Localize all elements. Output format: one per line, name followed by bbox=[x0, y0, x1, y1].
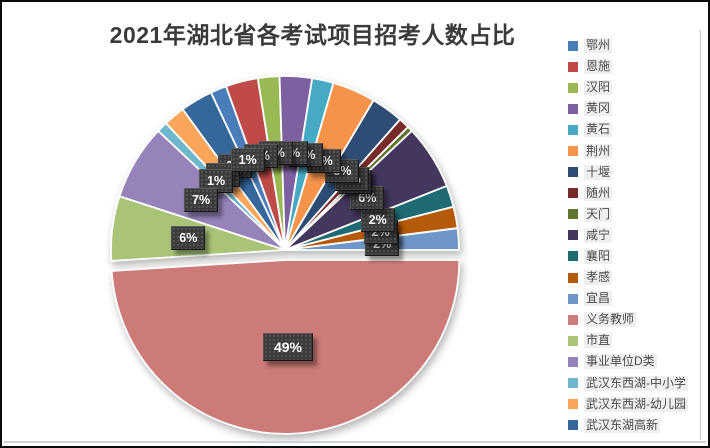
pie-slice-label: 6% bbox=[350, 185, 385, 210]
legend-swatch-icon bbox=[568, 314, 578, 325]
legend-item-label: 鄂州 bbox=[584, 38, 613, 54]
legend-swatch-icon bbox=[568, 103, 578, 114]
legend-swatch-icon bbox=[568, 293, 578, 304]
legend-item[interactable]: 市直 bbox=[568, 330, 706, 351]
legend-item-label: 事业单位D类 bbox=[584, 354, 657, 370]
legend-item[interactable]: 武汉东西湖-中小学 bbox=[568, 373, 706, 394]
pie-slice-label: 2% bbox=[360, 207, 395, 232]
legend-swatch-icon bbox=[568, 420, 578, 431]
legend-swatch-icon bbox=[568, 82, 578, 93]
legend-swatch-icon bbox=[568, 146, 578, 157]
legend-item[interactable]: 鄂州 bbox=[568, 35, 706, 56]
legend-swatch-icon bbox=[568, 378, 578, 389]
legend-swatch-icon bbox=[568, 251, 578, 262]
legend-swatch-icon bbox=[568, 61, 578, 72]
legend-item[interactable]: 事业单位D类 bbox=[568, 351, 706, 372]
legend-swatch-icon bbox=[568, 40, 578, 51]
legend-item-label: 宜昌 bbox=[584, 291, 613, 307]
legend-item-label: 市直 bbox=[584, 333, 613, 349]
legend-item-label: 十堰 bbox=[584, 164, 613, 180]
pie-slice-label: 49% bbox=[262, 333, 314, 361]
legend-swatch-icon bbox=[568, 230, 578, 241]
legend-item-label: 孝感 bbox=[584, 270, 613, 286]
legend-item[interactable]: 咸宁 bbox=[568, 225, 706, 246]
legend-item-label: 恩施 bbox=[584, 59, 613, 75]
pie-plot-area: 鄂州 1%恩施 3%汉阳 1%黄冈 3%黄石 2%荆州 4%十堰 3%随州 1%… bbox=[2, 2, 567, 446]
pie-slice-label: 1% bbox=[230, 148, 265, 172]
legend-swatch-icon bbox=[568, 188, 578, 199]
legend-item-label: 天门 bbox=[584, 206, 613, 222]
pie-chart: 鄂州 1%恩施 3%汉阳 1%黄冈 3%黄石 2%荆州 4%十堰 3%随州 1%… bbox=[110, 75, 461, 435]
legend-item[interactable]: 随州 bbox=[568, 183, 706, 204]
window-edge-bottom bbox=[4, 441, 706, 443]
legend-item[interactable]: 天门 bbox=[568, 204, 706, 225]
legend-item-label: 武汉东湖高新 bbox=[584, 417, 661, 433]
legend-item[interactable]: 恩施 bbox=[568, 56, 706, 77]
legend-swatch-icon bbox=[568, 209, 578, 220]
legend-item[interactable]: 荆州 bbox=[568, 140, 706, 161]
legend-item[interactable]: 宜昌 bbox=[568, 288, 706, 309]
legend-item-label: 黄冈 bbox=[584, 101, 613, 117]
legend-item-label: 襄阳 bbox=[584, 248, 613, 264]
legend-item[interactable]: 十堰 bbox=[568, 162, 706, 183]
legend-item[interactable]: 武汉东湖高新 bbox=[568, 415, 706, 436]
legend-item[interactable]: 黄石 bbox=[568, 119, 706, 140]
legend-item[interactable]: 孝感 bbox=[568, 267, 706, 288]
legend-item[interactable]: 武汉东西湖-幼儿园 bbox=[568, 394, 706, 415]
legend-swatch-icon bbox=[568, 124, 578, 135]
legend-swatch-icon bbox=[568, 167, 578, 178]
window-edge-right bbox=[700, 30, 701, 440]
legend-item-label: 随州 bbox=[584, 185, 613, 201]
legend-item-label: 义务教师 bbox=[584, 312, 637, 328]
legend-item[interactable]: 义务教师 bbox=[568, 309, 706, 330]
legend-item-label: 武汉东西湖-幼儿园 bbox=[584, 396, 688, 412]
legend-item-label: 咸宁 bbox=[584, 227, 613, 243]
legend-item-label: 黄石 bbox=[584, 122, 613, 138]
legend-item[interactable]: 汉阳 bbox=[568, 77, 706, 98]
legend-swatch-icon bbox=[568, 356, 578, 367]
chart-title: 2021年湖北省各考试项目招考人数占比 bbox=[109, 22, 516, 48]
legend-item[interactable]: 襄阳 bbox=[568, 246, 706, 267]
legend-item-label: 荆州 bbox=[584, 143, 613, 159]
legend-item-label: 汉阳 bbox=[584, 80, 613, 96]
legend-swatch-icon bbox=[568, 399, 578, 410]
legend-swatch-icon bbox=[568, 272, 578, 283]
pie-slice-label: 7% bbox=[184, 188, 219, 213]
pie-slice-label: 6% bbox=[171, 225, 206, 250]
legend: 鄂州 恩施 汉阳 黄冈 黄石 荆州 十堰 随州 天门 咸宁 bbox=[568, 35, 706, 436]
legend-item-label: 武汉东西湖-中小学 bbox=[584, 375, 688, 391]
legend-swatch-icon bbox=[568, 335, 578, 346]
legend-item[interactable]: 黄冈 bbox=[568, 98, 706, 119]
